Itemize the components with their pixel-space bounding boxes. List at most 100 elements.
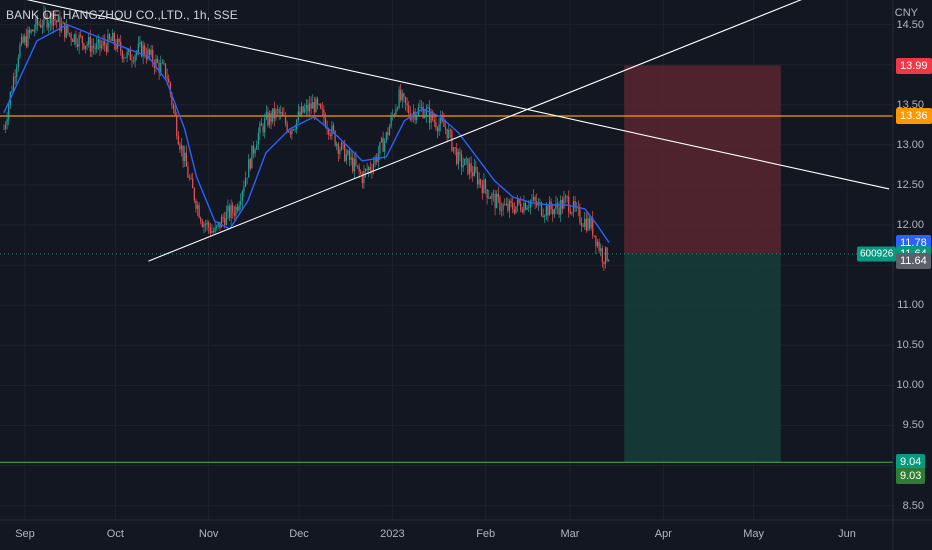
candle-body (192, 178, 194, 189)
candle-body (52, 19, 55, 26)
candle-body (243, 186, 245, 192)
candle-body (80, 34, 82, 37)
candle-body (302, 106, 304, 113)
candle-body (393, 114, 395, 116)
candle-body (456, 148, 458, 164)
candle-body (428, 107, 431, 123)
candle-body (233, 212, 235, 216)
candle-body (408, 105, 410, 114)
candle-body (275, 109, 277, 119)
candle-body (145, 55, 147, 59)
candle-body (65, 25, 67, 38)
candle-body (155, 58, 157, 68)
candle-body (246, 177, 248, 179)
candle-body (523, 202, 525, 213)
candle-body (208, 222, 210, 228)
candle-body (115, 44, 117, 50)
candle-body (248, 159, 250, 178)
candle-body (574, 201, 576, 208)
candle-body (110, 39, 112, 41)
candle-body (289, 131, 291, 135)
candle-body (216, 225, 218, 228)
candle-body (395, 109, 397, 115)
candle-body (486, 189, 488, 198)
candle-body (430, 111, 432, 123)
candle-body (484, 179, 487, 190)
candle-body (203, 223, 205, 227)
candle-body (366, 169, 368, 171)
candle-body (217, 222, 219, 226)
candle-body (331, 125, 333, 136)
candle-body (97, 39, 99, 44)
candle-body (334, 130, 336, 146)
price-tag: 9.04 (896, 454, 926, 471)
candle-body (28, 29, 31, 33)
candle-body (68, 33, 71, 35)
candle-body (59, 16, 61, 32)
candle-body (451, 130, 453, 151)
candle-body (257, 133, 259, 145)
candle-body (176, 115, 178, 136)
candle-body (329, 134, 331, 136)
candle-body (467, 158, 469, 175)
candle-body (355, 158, 357, 166)
candle-body (268, 113, 271, 126)
candle-body (310, 103, 312, 109)
candle-body (464, 158, 466, 166)
candle-body (404, 96, 407, 104)
candle-body (33, 29, 35, 32)
candle-body (270, 113, 272, 122)
candle-body (64, 22, 66, 38)
candle-body (48, 23, 50, 28)
candle-body (601, 248, 603, 262)
candle-body (524, 202, 527, 210)
candle-body (529, 200, 531, 208)
x-tick-label: Jun (838, 528, 856, 540)
candle-body (228, 205, 231, 218)
candle-body (304, 108, 306, 113)
candle-body (528, 207, 530, 209)
candle-body (492, 193, 495, 195)
candle-body (291, 129, 293, 135)
candle-body (288, 131, 290, 133)
candle-body (356, 165, 359, 167)
candle-body (516, 199, 519, 207)
candle-body (600, 248, 602, 251)
candle-body (105, 45, 107, 52)
candle-body (230, 204, 232, 218)
candle-body (440, 117, 442, 125)
candle-body (489, 197, 491, 199)
candle-body (283, 115, 285, 117)
y-tick-label: 12.50 (896, 178, 924, 191)
candle-body (198, 205, 200, 218)
candle-body (196, 205, 199, 209)
candle-body (376, 157, 378, 162)
candle-body (488, 197, 490, 199)
candle-body (564, 196, 567, 199)
candle-body (411, 114, 413, 120)
candle-body (521, 209, 523, 213)
candle-body (438, 124, 440, 132)
candle-body (460, 154, 463, 168)
candle-body (545, 206, 547, 216)
candle-body (161, 62, 163, 64)
candle-body (84, 45, 87, 49)
candle-body (57, 16, 59, 23)
candle-body (102, 41, 104, 46)
candle-body (368, 167, 370, 171)
candle-body (12, 76, 15, 91)
candle-body (388, 126, 391, 136)
candle-body (507, 203, 509, 211)
candle-body (363, 170, 365, 184)
candle-body (590, 217, 592, 229)
y-tick-label: 8.50 (902, 499, 924, 512)
candle-body (168, 78, 170, 83)
candle-body (497, 193, 499, 198)
candle-body (46, 15, 48, 28)
candle-body (260, 123, 263, 126)
candle-body (427, 107, 429, 109)
candle-body (382, 138, 384, 152)
candle-body (11, 90, 13, 92)
candle-body (38, 24, 40, 26)
